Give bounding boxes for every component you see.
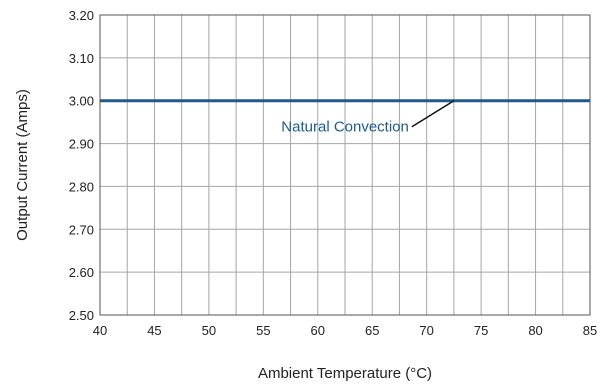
x-tick-label: 40 [93, 323, 107, 338]
y-tick-labels: 2.50 2.60 2.70 2.80 2.90 3.00 3.10 3.20 [69, 8, 94, 323]
x-tick-label: 65 [365, 323, 379, 338]
annotations: Natural Convection [281, 100, 455, 136]
y-tick-label: 2.70 [69, 222, 94, 237]
x-tick-label: 85 [583, 323, 597, 338]
y-tick-label: 2.50 [69, 308, 94, 323]
annotation-label: Natural Convection [281, 119, 409, 136]
annotation-leader-line [411, 100, 455, 128]
x-axis-label: Ambient Temperature (°C) [258, 365, 432, 382]
y-tick-label: 3.20 [69, 8, 94, 23]
x-tick-labels: 40 45 50 55 60 65 70 75 80 85 [93, 323, 597, 338]
y-tick-label: 3.00 [69, 94, 94, 109]
x-tick-label: 80 [528, 323, 542, 338]
x-tick-label: 50 [202, 323, 216, 338]
grid [99, 14, 591, 316]
x-tick-label: 45 [147, 323, 161, 338]
plot-frame [99, 14, 591, 316]
y-tick-label: 2.90 [69, 137, 94, 152]
y-tick-label: 3.10 [69, 51, 94, 66]
x-tick-label: 75 [474, 323, 488, 338]
y-axis-label: Output Current (Amps) [14, 89, 31, 241]
y-tick-label: 2.80 [69, 179, 94, 194]
x-tick-label: 60 [311, 323, 325, 338]
y-tick-label: 2.60 [69, 265, 94, 280]
x-tick-label: 70 [419, 323, 433, 338]
x-tick-label: 55 [256, 323, 270, 338]
